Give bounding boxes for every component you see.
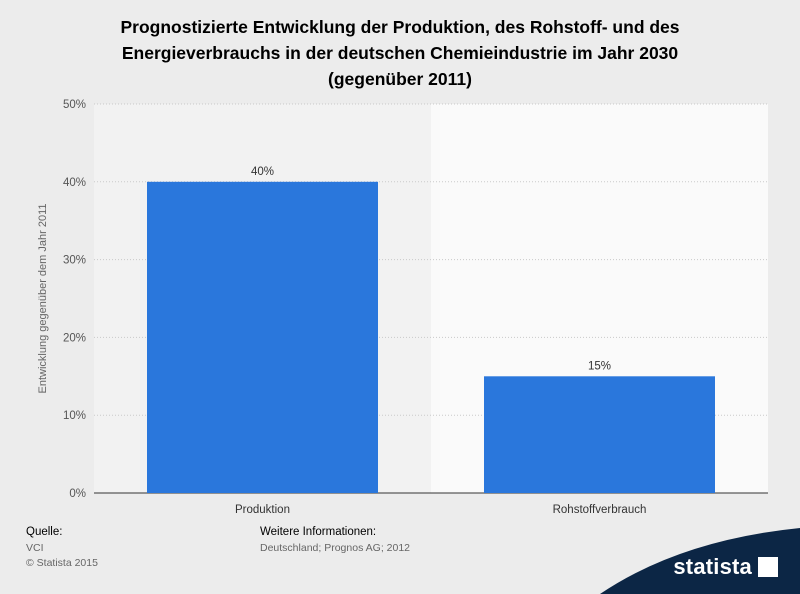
y-tick-label: 30% [63,255,86,267]
info-value: Deutschland; Prognos AG; 2012 [260,542,411,554]
y-tick-label: 10% [63,410,86,422]
source-value: VCI [26,542,44,554]
source-label: Quelle: [26,526,63,538]
y-tick-label: 40% [63,177,86,189]
y-tick-label: 0% [69,488,86,500]
bar-rohstoffverbrauch[interactable] [484,376,715,493]
x-tick-label: Produktion [235,504,290,516]
data-label: 15% [588,360,611,372]
chart-title-line-1: Prognostizierte Entwicklung der Produkti… [120,17,680,37]
x-tick-label: Rohstoffverbrauch [553,504,647,516]
statista-logo-icon [758,557,778,577]
chart-title-line-3: (gegenüber 2011) [328,69,472,89]
data-label: 40% [251,166,274,178]
bar-produktion[interactable] [147,181,378,494]
copyright-text: © Statista 2015 [26,557,98,569]
y-axis-label: Entwicklung gegenüber dem Jahr 2011 [37,204,49,394]
chart-title: Prognostizierte Entwicklung der Produkti… [40,14,760,92]
info-label: Weitere Informationen: [260,526,377,538]
y-tick-label: 50% [63,99,86,111]
statista-logo[interactable]: statista [673,554,752,579]
y-tick-label: 20% [63,332,86,344]
chart-title-line-2: Energieverbrauchs in der deutschen Chemi… [121,43,679,63]
